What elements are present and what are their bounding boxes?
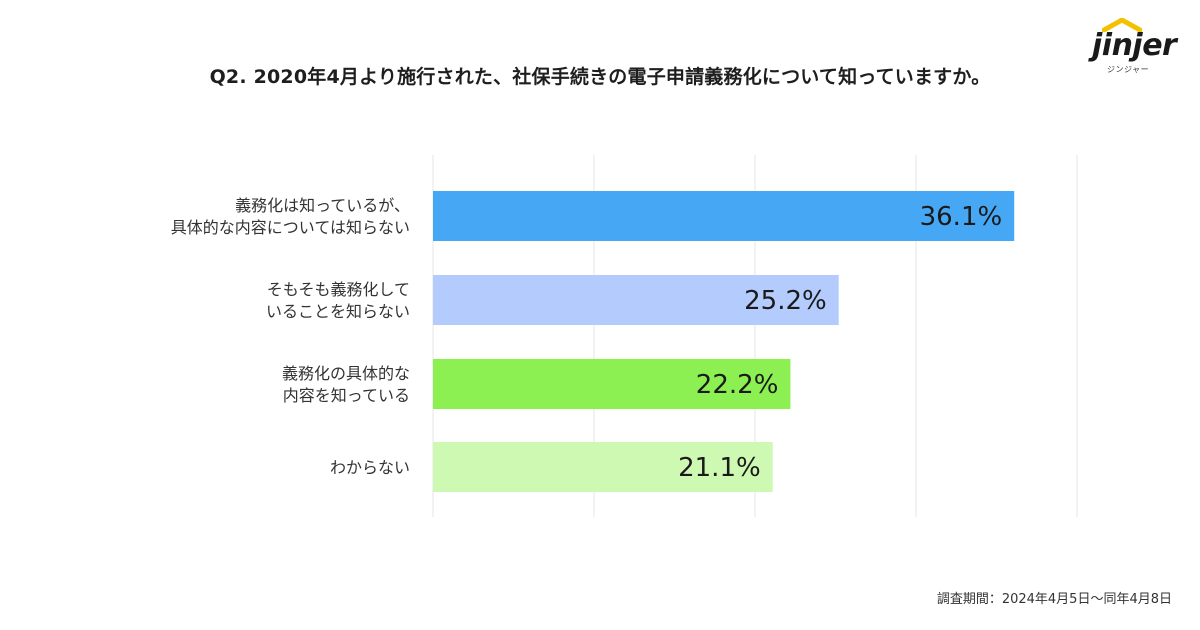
roof-icon (1102, 18, 1142, 32)
category-label: わからない (330, 458, 410, 477)
chart-title: Q2. 2020年4月より施行された、社保手続きの電子申請義務化について知ってい… (209, 66, 991, 88)
logo-subtitle: ジンジャー (1107, 65, 1150, 74)
category-label: そもそも義務化して (267, 280, 410, 299)
logo-wordmark: jinjer (1092, 28, 1177, 63)
category-label: 義務化は知っているが、 (235, 196, 410, 215)
category-label: いることを知らない (266, 302, 410, 321)
bar (433, 275, 839, 325)
category-label: 具体的な内容については知らない (171, 218, 410, 237)
bar (433, 359, 791, 409)
category-label: 内容を知っている (283, 386, 410, 405)
category-label: 義務化の具体的な (282, 364, 410, 383)
survey-period: 調査期間：2024年4月5日〜同年4月8日 (936, 592, 1172, 607)
data-label: 36.1% (920, 202, 1003, 232)
data-label: 25.2% (744, 286, 827, 316)
bar (433, 442, 773, 492)
bar (433, 191, 1015, 241)
jinjer-logo: jinjer ジンジャー (1080, 14, 1190, 74)
data-label: 21.1% (678, 453, 761, 483)
data-label: 22.2% (696, 370, 779, 400)
